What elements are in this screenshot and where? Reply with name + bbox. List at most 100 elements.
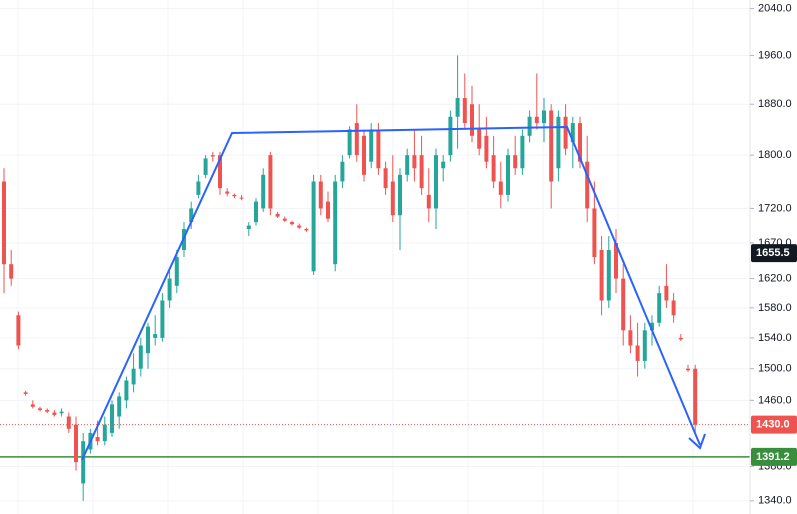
- candle-body: [282, 218, 287, 221]
- candle-body: [527, 116, 532, 136]
- candle-body: [506, 155, 510, 195]
- candle-body: [131, 368, 136, 385]
- candle-body: [563, 116, 568, 149]
- candle-body: [376, 129, 381, 169]
- y-tick-label: 1720.0: [758, 202, 792, 214]
- candle-body: [52, 412, 57, 415]
- candle-body: [23, 392, 28, 394]
- candle-body: [45, 410, 50, 412]
- candle-body: [614, 242, 618, 279]
- y-tick-label: 1800.0: [758, 149, 792, 161]
- candle-body: [693, 368, 698, 425]
- y-tick-label: 2040.0: [758, 2, 792, 14]
- candle-body: [390, 181, 395, 216]
- candle-body: [628, 330, 633, 346]
- trend-drawing: [81, 125, 706, 461]
- candle-body: [189, 208, 194, 223]
- candle-body: [419, 155, 424, 189]
- candle-body: [232, 194, 237, 197]
- candle-body: [549, 110, 554, 182]
- candle-body: [434, 155, 438, 209]
- candle-body: [470, 104, 474, 136]
- candle-body: [671, 300, 676, 316]
- candle-body: [448, 116, 453, 156]
- candle-body: [246, 225, 251, 230]
- price-label: 1430.0: [756, 419, 790, 431]
- price-label: 1391.2: [756, 451, 790, 463]
- candle-body: [30, 404, 35, 407]
- y-tick-label: 1500.0: [758, 363, 792, 375]
- candle-body: [16, 315, 21, 346]
- candle-body: [174, 257, 179, 286]
- candle-body: [9, 264, 14, 279]
- candle-body: [225, 191, 230, 194]
- candle-body: [268, 155, 273, 209]
- candle-body: [318, 181, 323, 209]
- candle-body: [102, 424, 107, 442]
- price-label: 1655.5: [756, 247, 790, 259]
- candle-body: [606, 250, 611, 301]
- candle-body: [326, 201, 330, 219]
- candle-body: [304, 229, 309, 231]
- candle-body: [124, 380, 129, 401]
- candle-body: [81, 441, 86, 484]
- candle-body: [556, 116, 561, 169]
- candle-body: [520, 135, 525, 169]
- candle-body: [491, 155, 496, 182]
- price-label-box: [751, 415, 797, 434]
- candle-body: [599, 250, 604, 301]
- candle-body: [362, 135, 366, 175]
- candle-body: [203, 158, 208, 175]
- candle-body: [462, 98, 467, 124]
- candle-body: [678, 337, 683, 340]
- candle-body: [477, 129, 482, 149]
- y-tick-label: 1880.0: [758, 98, 792, 110]
- y-tick-label: 1620.0: [758, 272, 792, 284]
- candle-body: [66, 416, 71, 429]
- candle-body: [534, 116, 539, 124]
- candle-body: [167, 278, 172, 301]
- candle-body: [578, 123, 582, 162]
- y-tick-label: 1540.0: [758, 332, 792, 344]
- candle-body: [513, 155, 518, 169]
- candle-body: [254, 201, 258, 223]
- candle-body: [405, 155, 410, 175]
- candle-body: [210, 155, 215, 157]
- candle-body: [239, 197, 244, 199]
- candle-body: [455, 98, 460, 117]
- candle-body: [657, 293, 662, 323]
- y-tick-label: 1460.0: [758, 394, 792, 406]
- candle-body: [2, 181, 6, 265]
- y-tick-label: 1960.0: [758, 49, 792, 61]
- price-label-box: [751, 447, 797, 466]
- candle-body: [333, 181, 338, 265]
- candle-body: [290, 222, 294, 225]
- candle-body: [297, 225, 302, 228]
- candle-body: [585, 161, 590, 209]
- candle-body: [484, 135, 489, 162]
- candle-body: [218, 155, 222, 189]
- y-tick-label: 1340.0: [758, 495, 792, 507]
- candle-body: [542, 110, 546, 124]
- candle-body: [642, 330, 647, 361]
- candle-body: [498, 181, 503, 195]
- candle-body: [138, 345, 143, 369]
- candle-body: [95, 437, 100, 442]
- candle-body: [621, 278, 626, 331]
- candle-body: [153, 334, 158, 338]
- candle-body: [347, 129, 352, 156]
- price-axis: 2040.01960.01880.01800.01720.01670.01620…: [750, 2, 797, 507]
- price-label-box: [751, 244, 797, 263]
- candle-body: [117, 396, 122, 417]
- candle-body: [570, 123, 575, 143]
- candle-body: [340, 161, 345, 182]
- candle-body: [592, 208, 597, 258]
- candle-body: [383, 168, 388, 189]
- candle-body: [686, 368, 690, 371]
- candle-body: [426, 194, 431, 209]
- candle-body: [160, 300, 165, 338]
- candle-body: [650, 322, 654, 331]
- candle-body: [354, 123, 359, 156]
